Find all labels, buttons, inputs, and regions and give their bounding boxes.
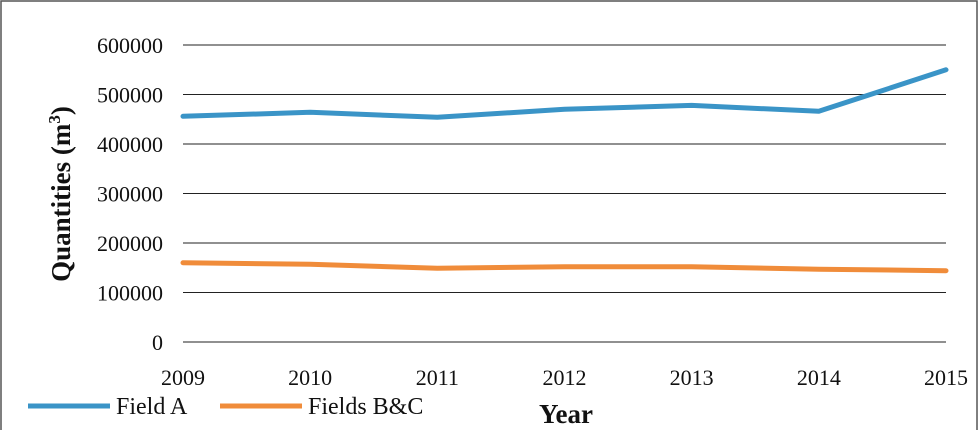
y-tick-label: 0	[152, 330, 163, 355]
x-tick-label: 2012	[543, 365, 587, 390]
series-line-fields-b-c	[180, 260, 949, 274]
y-tick-label: 300000	[97, 182, 163, 207]
x-tick-labels: 2009 2010 2011 2012 2013 2014 2015	[161, 365, 968, 390]
series-lines	[180, 67, 949, 274]
x-tick-label: 2011	[416, 365, 459, 390]
y-tick-label: 500000	[97, 83, 163, 108]
y-tick-label: 400000	[97, 132, 163, 157]
y-tick-labels: 0 100000 200000 300000 400000 500000 600000	[97, 33, 163, 355]
series-line-field-a	[180, 67, 949, 120]
y-tick-label: 100000	[97, 281, 163, 306]
x-axis-title: Year	[539, 399, 593, 429]
x-tick-label: 2013	[670, 365, 714, 390]
y-axis-title: Quantities (m3)	[45, 106, 76, 282]
gridlines	[183, 44, 946, 343]
x-tick-label: 2014	[797, 365, 841, 390]
y-tick-label: 600000	[97, 33, 163, 58]
x-tick-label: 2015	[924, 365, 968, 390]
legend-label-field-a: Field A	[116, 394, 188, 420]
legend: Field A Fields B&C	[28, 394, 423, 420]
x-tick-label: 2009	[161, 365, 205, 390]
x-tick-label: 2010	[288, 365, 332, 390]
y-tick-label: 200000	[97, 231, 163, 256]
legend-label-fields-b-c: Fields B&C	[308, 394, 423, 420]
